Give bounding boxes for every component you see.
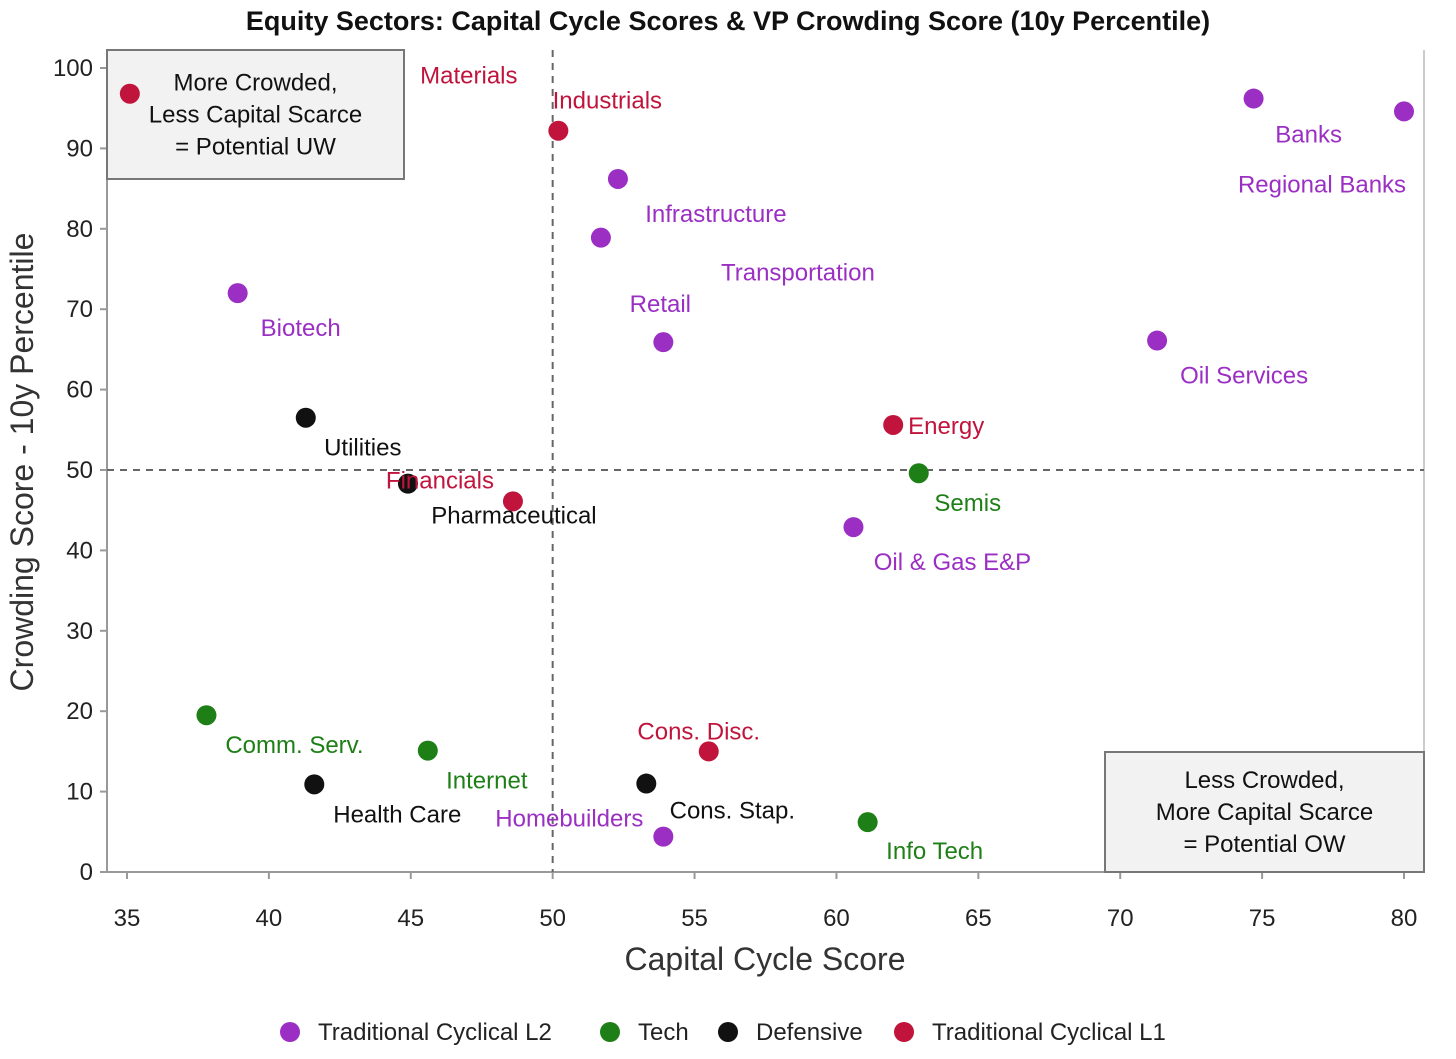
y-tick-label: 30 (66, 618, 93, 645)
annotation-text: More Crowded, (173, 70, 337, 97)
legend-item-traditional-cyclical-l2: Traditional Cyclical L2 (280, 1019, 552, 1046)
x-tick-label: 75 (1249, 905, 1276, 932)
x-axis-ticks: 35 40 45 50 55 60 65 70 75 80 (114, 872, 1418, 932)
point-cons-stap (636, 773, 657, 794)
annotation-box-bottom-right: Less Crowded, More Capital Scarce = Potent… (1104, 751, 1425, 873)
legend: Traditional Cyclical L2 Tech Defensive Trad… (280, 1019, 1166, 1046)
annotations: More Crowded, Less Capital Scarce = Potent… (106, 49, 1425, 873)
point-label-regional-banks: Regional Banks (1238, 171, 1406, 198)
legend-item-traditional-cyclical-l1: Traditional Cyclical L1 (894, 1019, 1166, 1046)
point-banks (1243, 88, 1264, 109)
point-info-tech (857, 812, 878, 833)
point-label-oil-gas-e-p: Oil & Gas E&P (874, 549, 1031, 576)
point-industrials (548, 120, 569, 141)
y-tick-label: 70 (66, 296, 93, 323)
legend-label: Defensive (756, 1019, 863, 1046)
legend-marker (894, 1022, 914, 1042)
point-biotech (227, 283, 248, 304)
legend-item-defensive: Defensive (718, 1019, 863, 1046)
point-materials (119, 83, 140, 104)
point-label-banks: Banks (1275, 122, 1342, 149)
point-health-care (304, 774, 325, 795)
legend-label: Traditional Cyclical L2 (318, 1019, 552, 1046)
point-transportation (590, 227, 611, 248)
y-tick-label: 100 (53, 55, 93, 82)
point-cons-disc (698, 741, 719, 762)
x-axis-label: Capital Cycle Score (625, 941, 906, 977)
annotation-text: Less Crowded, (1184, 767, 1344, 794)
point-comm-serv (196, 705, 217, 726)
point-label-comm-serv: Comm. Serv. (225, 732, 363, 759)
x-tick-label: 60 (823, 905, 850, 932)
legend-marker (600, 1022, 620, 1042)
annotation-box-top-left: More Crowded, Less Capital Scarce = Potent… (106, 49, 405, 180)
point-retail (653, 332, 674, 353)
annotation-box-frame (106, 49, 405, 180)
y-tick-label: 40 (66, 537, 93, 564)
y-tick-label: 10 (66, 779, 93, 806)
point-label-health-care: Health Care (333, 801, 461, 828)
point-label-pharmaceutical: Pharmaceutical (431, 503, 596, 530)
point-label-infrastructure: Infrastructure (645, 201, 786, 228)
y-tick-label: 20 (66, 698, 93, 725)
point-label-biotech: Biotech (261, 315, 341, 342)
point-oil-gas-e-p (843, 517, 864, 538)
point-homebuilders (653, 826, 674, 847)
point-utilities (295, 407, 316, 428)
y-tick-label: 80 (66, 216, 93, 243)
annotation-text: = Potential UW (175, 134, 336, 161)
y-tick-label: 60 (66, 377, 93, 404)
legend-label: Tech (638, 1019, 689, 1046)
y-tick-label: 50 (66, 457, 93, 484)
y-axis-label: Crowding Score - 10y Percentile (4, 233, 40, 692)
legend-label: Traditional Cyclical L1 (932, 1019, 1166, 1046)
x-tick-label: 80 (1391, 905, 1418, 932)
point-label-energy: Energy (908, 413, 984, 440)
point-label-oil-services: Oil Services (1180, 363, 1308, 390)
point-label-materials: Materials (420, 63, 517, 90)
point-label-retail: Retail (630, 291, 691, 318)
x-tick-label: 40 (256, 905, 283, 932)
point-infrastructure (607, 168, 628, 189)
legend-item-tech: Tech (600, 1019, 689, 1046)
chart-title: Equity Sectors: Capital Cycle Scores & V… (246, 6, 1210, 36)
annotation-box-frame (1104, 751, 1425, 873)
point-label-financials: Financials (386, 467, 494, 494)
y-axis-ticks: 0 10 20 30 40 50 60 70 80 90 100 (53, 55, 107, 886)
point-energy (883, 414, 904, 435)
annotation-text: Less Capital Scarce (149, 102, 362, 129)
x-tick-label: 65 (965, 905, 992, 932)
point-label-info-tech: Info Tech (886, 838, 983, 865)
point-label-internet: Internet (446, 768, 528, 795)
x-tick-label: 45 (397, 905, 424, 932)
legend-marker (280, 1022, 300, 1042)
point-label-transportation: Transportation (721, 260, 875, 287)
point-pharmaceutical (397, 473, 418, 494)
point-financials (502, 491, 523, 512)
annotation-text: More Capital Scarce (1156, 799, 1373, 826)
x-tick-label: 55 (681, 905, 708, 932)
y-tick-label: 0 (80, 859, 93, 886)
x-tick-label: 70 (1107, 905, 1134, 932)
x-tick-label: 35 (114, 905, 141, 932)
point-semis (908, 463, 929, 484)
reference-lines (107, 50, 1424, 872)
x-tick-label: 50 (539, 905, 566, 932)
point-oil-services (1147, 330, 1168, 351)
legend-marker (718, 1022, 738, 1042)
point-label-homebuilders: Homebuilders (495, 806, 643, 833)
point-label-cons-stap: Cons. Stap. (670, 798, 795, 825)
point-label-cons-disc: Cons. Disc. (637, 718, 760, 745)
data-points (119, 83, 1414, 847)
point-label-utilities: Utilities (324, 435, 401, 462)
point-internet (417, 740, 438, 761)
y-tick-label: 90 (66, 135, 93, 162)
point-label-semis: Semis (934, 490, 1001, 517)
point-labels: Banks Regional Banks Infrastructure Transpo… (225, 63, 1406, 865)
point-label-industrials: Industrials (553, 88, 662, 115)
annotation-text: = Potential OW (1183, 831, 1345, 858)
point-regional-banks (1394, 101, 1414, 122)
